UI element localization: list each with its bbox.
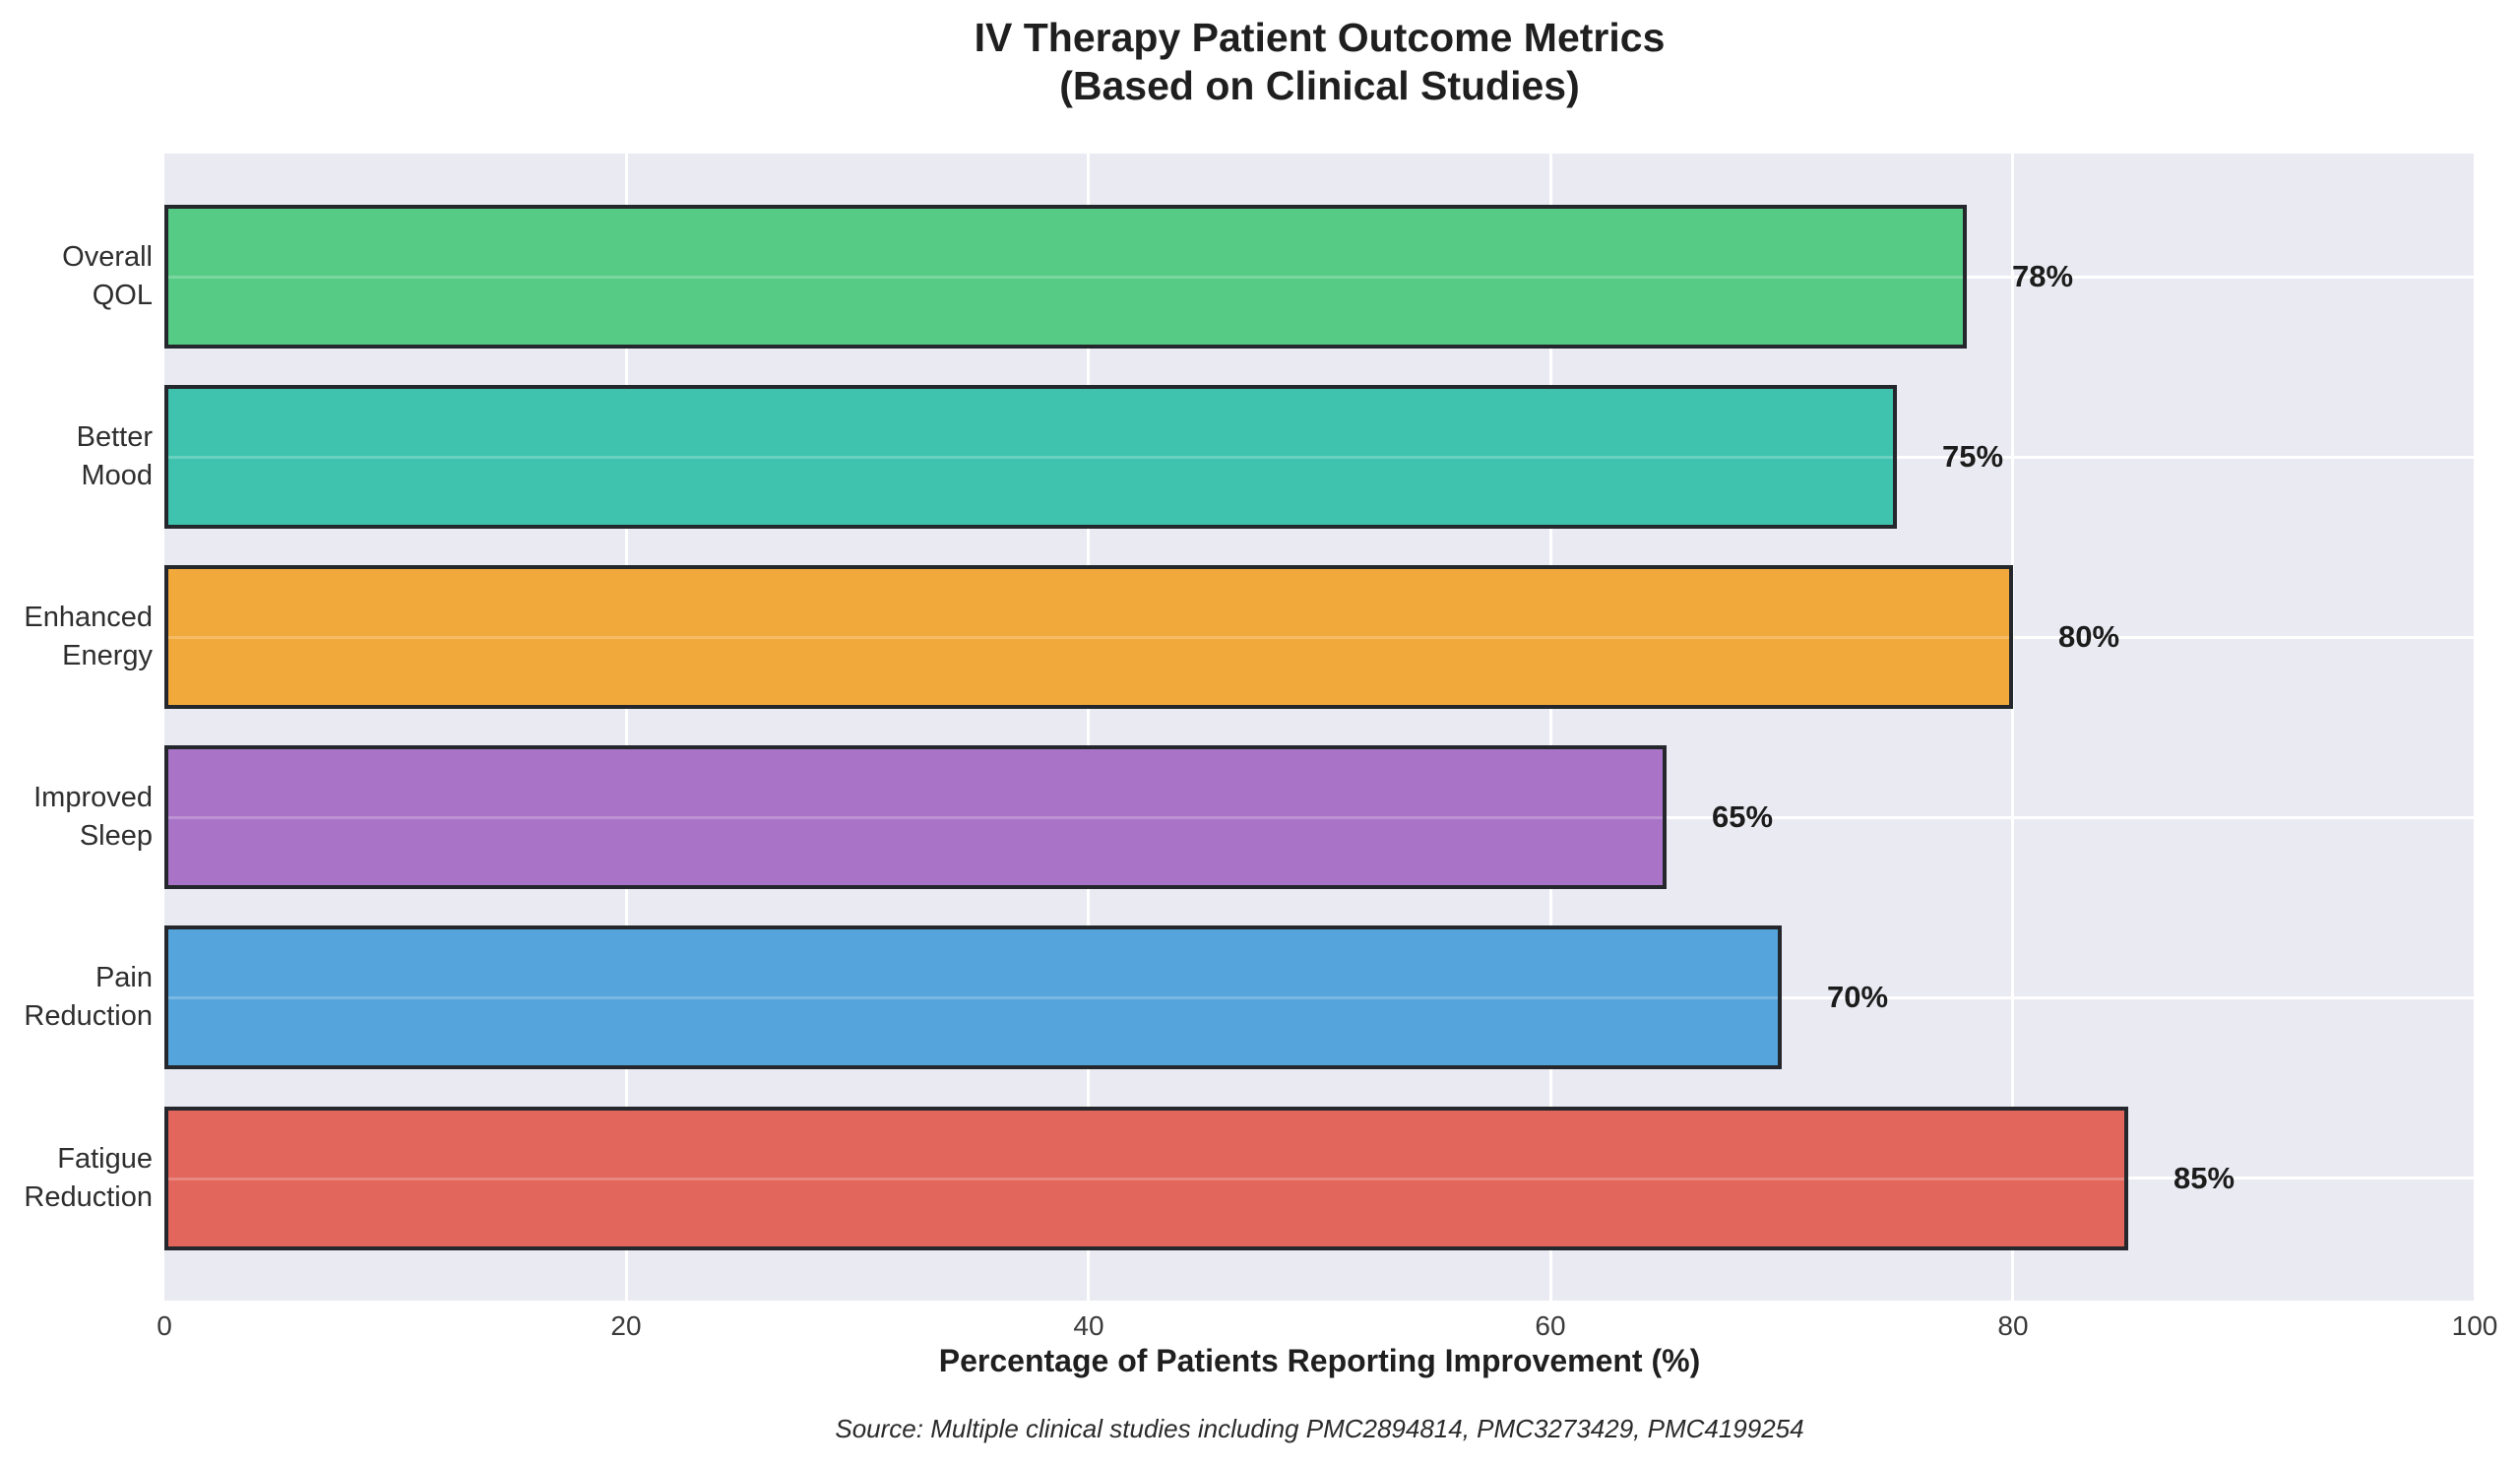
bar-improved-sleep	[164, 745, 1667, 889]
x-tick-label-60: 60	[1535, 1310, 1566, 1341]
chart-title-line2: (Based on Clinical Studies)	[1059, 63, 1580, 108]
bar-pain-reduction	[164, 925, 1782, 1069]
bar-fatigue-reduction	[164, 1107, 2128, 1250]
value-label-better-mood: 75%	[1942, 439, 2004, 474]
chart-title: IV Therapy Patient Outcome Metrics (Base…	[164, 14, 2475, 110]
category-label-fatigue-reduction: Fatigue Reduction	[0, 1140, 153, 1217]
value-label-pain-reduction: 70%	[1827, 980, 1889, 1014]
bar-overall-qol	[164, 205, 1967, 349]
value-label-improved-sleep: 65%	[1712, 799, 1774, 834]
category-label-line: Enhanced	[24, 602, 153, 633]
gridline-x-80	[2011, 154, 2014, 1301]
gridline-x-40	[1087, 154, 1090, 1301]
value-label-enhanced-energy: 80%	[2058, 619, 2120, 654]
x-tick-label-20: 20	[610, 1310, 642, 1341]
bar-better-mood	[164, 385, 1897, 529]
chart-title-line1: IV Therapy Patient Outcome Metrics	[974, 15, 1666, 60]
category-label-line: Better	[76, 421, 153, 453]
value-label-overall-qol: 78%	[2012, 259, 2074, 293]
category-label-line: QOL	[92, 280, 153, 311]
category-label-line: Pain	[94, 962, 153, 993]
x-axis-label: Percentage of Patients Reporting Improve…	[938, 1343, 1701, 1378]
category-label-line: Energy	[62, 640, 153, 671]
x-tick-label-80: 80	[1997, 1310, 2029, 1341]
gridline-x-20	[625, 154, 628, 1301]
category-label-line: Improved	[33, 782, 153, 813]
value-label-fatigue-reduction: 85%	[2174, 1161, 2236, 1195]
bar-enhanced-energy	[164, 565, 2013, 709]
x-tick-label-100: 100	[2451, 1310, 2498, 1341]
category-label-line: Overall	[62, 241, 153, 273]
category-label-line: Reduction	[24, 1000, 153, 1032]
x-tick-label-0: 0	[157, 1310, 172, 1341]
category-label-better-mood: Better Mood	[0, 418, 153, 495]
gridline-x-60	[1549, 154, 1552, 1301]
gridline-x-100	[2474, 154, 2477, 1301]
source-note: Source: Multiple clinical studies includ…	[835, 1414, 1804, 1443]
category-label-improved-sleep: Improved Sleep	[0, 779, 153, 856]
category-label-line: Reduction	[24, 1181, 153, 1213]
category-label-enhanced-energy: Enhanced Energy	[0, 599, 153, 675]
category-label-pain-reduction: Pain Reduction	[0, 959, 153, 1036]
category-label-line: Sleep	[79, 820, 153, 852]
x-tick-label-40: 40	[1073, 1310, 1104, 1341]
category-label-overall-qol: Overall QOL	[0, 238, 153, 315]
plot-area	[164, 154, 2477, 1301]
category-label-line: Mood	[81, 460, 153, 491]
category-label-line: Fatigue	[57, 1143, 153, 1175]
